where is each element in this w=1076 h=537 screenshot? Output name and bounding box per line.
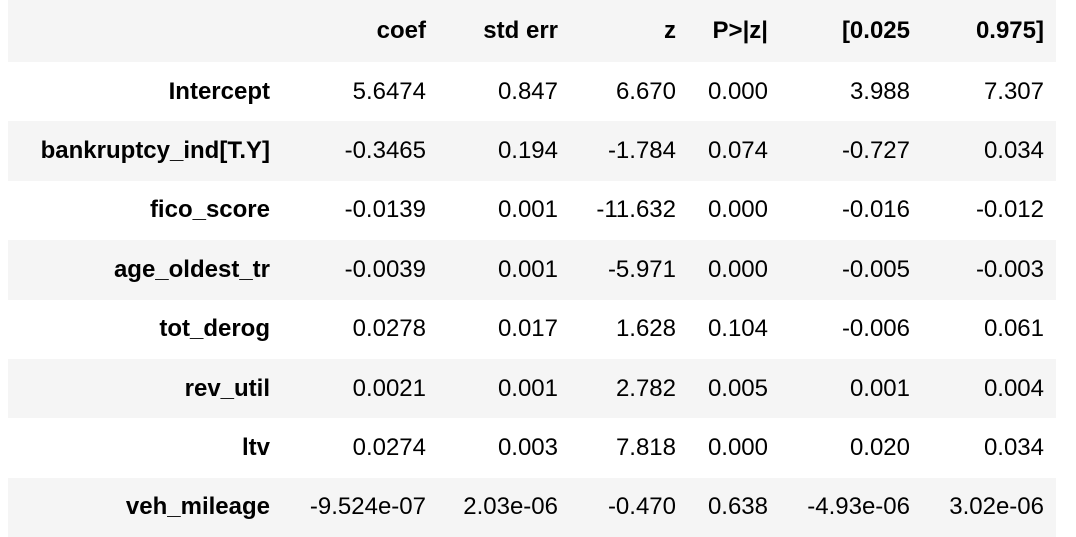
cell: 0.005: [707, 374, 768, 402]
cell: 0.034: [983, 434, 1044, 462]
cell: 2.03e-06: [463, 493, 558, 521]
cell: -0.727: [841, 137, 910, 165]
cell: -0.3465: [344, 137, 426, 165]
cell: 7.818: [615, 434, 676, 462]
cell: 0.000: [707, 434, 768, 462]
table-row: rev_util 0.0021 0.001 2.782 0.005 0.001 0.004: [8, 358, 1056, 419]
header-cell: z: [664, 17, 676, 44]
cell: 0.001: [849, 374, 910, 402]
cell: 0.061: [983, 315, 1044, 343]
header-cell: P>|z|: [712, 17, 768, 44]
table-row: bankruptcy_ind[T.Y] -0.3465 0.194 -1.784 0.0…: [8, 121, 1056, 181]
cell: 0.000: [707, 196, 768, 224]
row-label: Intercept: [168, 77, 270, 105]
table-row: fico_score -0.0139 0.001 -11.632 0.000 -0.016…: [8, 181, 1056, 240]
cell: 0.003: [497, 434, 558, 462]
table-row: veh_mileage -9.524e-07 2.03e-06 -0.470 0.638…: [8, 477, 1056, 537]
header-cell: 0.975]: [975, 17, 1044, 44]
cell: 0.001: [497, 196, 558, 224]
table-row: ltv 0.0274 0.003 7.818 0.000 0.020 0.034: [8, 418, 1056, 477]
cell: 5.6474: [352, 77, 426, 105]
cell: -0.006: [841, 315, 910, 343]
cell: 0.001: [497, 255, 558, 283]
cell: 0.000: [707, 255, 768, 283]
cell: -0.0039: [344, 255, 426, 283]
cell: 0.0021: [352, 374, 426, 402]
cell: 0.004: [983, 374, 1044, 402]
cell: -0.005: [841, 255, 910, 283]
cell: 0.104: [707, 315, 768, 343]
cell: -1.784: [607, 137, 676, 165]
cell: -0.003: [975, 255, 1044, 283]
row-label: age_oldest_tr: [113, 255, 270, 283]
header-cell: std err: [483, 17, 558, 44]
cell: -11.632: [596, 196, 676, 224]
cell: 3.02e-06: [949, 493, 1044, 521]
header-cell: [0.025: [841, 17, 910, 44]
cell: -0.012: [975, 196, 1044, 224]
cell: 1.628: [615, 315, 676, 343]
cell: 0.638: [707, 493, 768, 521]
header-cell: [8, 0, 282, 62]
cell: 0.017: [497, 315, 558, 343]
cell: 0.000: [707, 77, 768, 105]
row-label: ltv: [241, 434, 270, 462]
summary-table: coef std err z P>|z| [0.025 0.975] Intercept 5…: [8, 0, 1056, 537]
row-label: fico_score: [149, 196, 270, 224]
cell: 0.020: [849, 434, 910, 462]
table-row: Intercept 5.6474 0.847 6.670 0.000 3.988 7.307: [8, 62, 1056, 121]
row-label: veh_mileage: [125, 493, 270, 521]
cell: 0.194: [497, 137, 558, 165]
table-body: Intercept 5.6474 0.847 6.670 0.000 3.988 7.307…: [8, 62, 1056, 537]
cell: 6.670: [615, 77, 676, 105]
cell: 3.988: [849, 77, 910, 105]
cell: 0.074: [707, 137, 768, 165]
cell: -5.971: [607, 255, 676, 283]
cell: 0.0274: [352, 434, 426, 462]
cell: -4.93e-06: [807, 493, 910, 521]
page: coef std err z P>|z| [0.025 0.975] Intercept 5…: [40, 17, 1044, 521]
cell: 0.034: [983, 137, 1044, 165]
header-cell: coef: [376, 17, 426, 44]
cell: 0.847: [497, 77, 558, 105]
cell: 0.001: [497, 374, 558, 402]
table-row: tot_derog 0.0278 0.017 1.628 0.104 -0.006 0.06…: [8, 300, 1056, 359]
cell: -0.470: [607, 493, 676, 521]
cell: -9.524e-07: [309, 493, 426, 521]
cell: -0.016: [841, 196, 910, 224]
cell: 0.0278: [352, 315, 426, 343]
row-label: rev_util: [184, 374, 270, 402]
cell: 7.307: [983, 77, 1044, 105]
header-row: coef std err z P>|z| [0.025 0.975]: [8, 0, 1056, 62]
table-row: age_oldest_tr -0.0039 0.001 -5.971 0.000 -0.0…: [8, 240, 1056, 300]
table-header: coef std err z P>|z| [0.025 0.975]: [8, 0, 1056, 62]
row-label: tot_derog: [159, 315, 270, 343]
row-label: bankruptcy_ind[T.Y]: [40, 137, 270, 165]
cell: 2.782: [615, 374, 676, 402]
cell: -0.0139: [344, 196, 426, 224]
